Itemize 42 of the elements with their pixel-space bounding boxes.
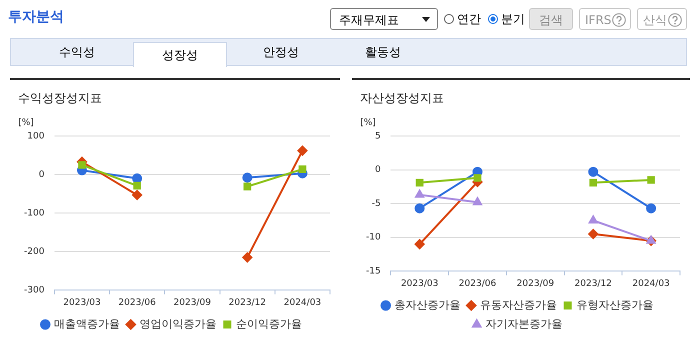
x-tick-label: 2023/03	[400, 278, 438, 289]
y-tick-label: -10	[366, 232, 381, 243]
y-tick-label: -300	[24, 286, 45, 296]
legend-label: 매출액증가율	[54, 317, 120, 330]
x-tick-label: 2023/09	[174, 298, 212, 308]
legend-label: 순이익증가율	[236, 317, 302, 330]
y-axis-title: [%]	[18, 118, 34, 128]
text: 주재무제표	[330, 8, 438, 30]
text: 활동성	[364, 44, 402, 61]
y-tick-label: 5	[374, 131, 381, 142]
y-axis-title: [%]	[360, 118, 376, 128]
legend-label: 총자산증가율	[394, 298, 460, 312]
y-tick-label: -5	[372, 198, 381, 209]
legend-label: 영업이익증가율	[139, 317, 216, 330]
legend-label: 유형자산증가율	[576, 298, 654, 312]
text: 수익성	[58, 44, 96, 61]
x-tick-label: 2024/03	[284, 298, 322, 308]
text: 성장성	[133, 42, 227, 67]
chart-title: 수익성장성지표	[18, 90, 102, 107]
y-tick-label: 0	[374, 165, 381, 176]
text: 검색	[529, 8, 573, 30]
legend-label: 자기자본증가율	[485, 317, 562, 330]
x-tick-label: 2023/12	[574, 278, 612, 289]
x-tick-label: 2023/06	[118, 298, 156, 308]
text: 연간	[457, 11, 481, 28]
x-tick-label: 2023/12	[228, 298, 266, 308]
x-tick-label: 2023/03	[63, 298, 101, 308]
text: 투자분석	[8, 8, 64, 26]
x-tick-label: 2023/09	[516, 278, 554, 289]
x-tick-label: 2024/03	[632, 278, 670, 289]
text: 안정성	[262, 44, 300, 61]
y-tick-label: -100	[24, 208, 45, 218]
x-tick-label: 2023/06	[458, 278, 496, 289]
y-tick-label: 0	[38, 170, 45, 180]
chart-title: 자산성장성지표	[360, 90, 444, 107]
y-tick-label: 100	[27, 131, 45, 142]
legend-label: 유동자산증가율	[480, 298, 557, 312]
y-tick-label: -15	[366, 266, 381, 277]
text: IFRS	[579, 8, 631, 30]
y-tick-label: -200	[24, 246, 45, 257]
text: 분기	[501, 11, 525, 28]
text: 산식	[637, 8, 687, 30]
